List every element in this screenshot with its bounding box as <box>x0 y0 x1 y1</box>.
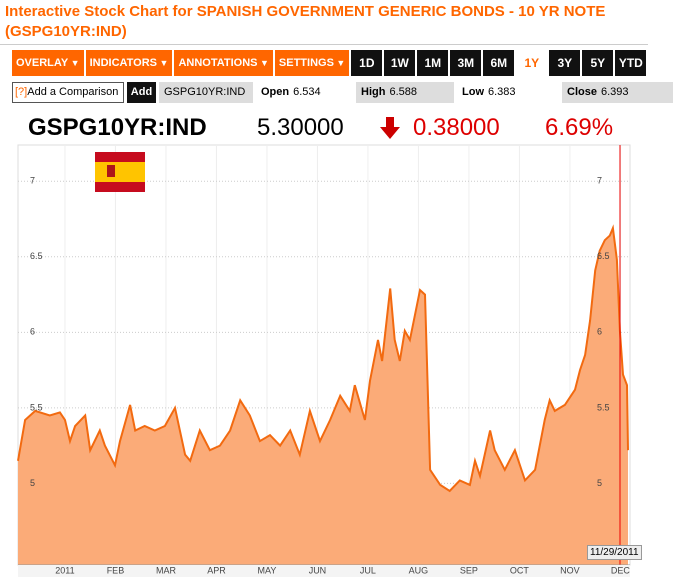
percent: 6.69% <box>545 114 614 141</box>
x-tick-label: MAR <box>156 565 177 575</box>
help[interactable]: [?] <box>15 86 28 98</box>
range-button[interactable]: 1Y <box>516 50 548 76</box>
y-tick-label: 6 <box>597 327 602 337</box>
stat-label: High <box>361 86 386 98</box>
y-tick-label: 6.5 <box>597 251 610 261</box>
menu-button[interactable]: OVERLAY <box>12 50 84 76</box>
stat-value: 6.588 <box>389 86 417 98</box>
stat: Low 6.383 <box>457 82 559 103</box>
x-tick-label: NOV <box>560 565 580 575</box>
divider <box>0 44 648 45</box>
range-button[interactable]: 6M <box>483 50 515 76</box>
menu-button[interactable]: INDICATORS <box>85 50 173 76</box>
y-tick-label: 6 <box>30 327 35 337</box>
y-tick-label: 7 <box>30 176 35 186</box>
cursor-date: 11/29/2011 <box>587 545 642 560</box>
y-tick-label: 6.5 <box>30 251 43 261</box>
x-tick-label: MAY <box>258 565 277 575</box>
stat-label: Open <box>261 86 290 98</box>
ticker: GSPG10YR:IND <box>159 82 253 103</box>
x-tick-label: 2011 <box>55 565 74 575</box>
add-button[interactable]: Add <box>127 82 156 103</box>
x-tick-label: JUN <box>309 565 327 575</box>
down-arrow <box>380 117 400 139</box>
range-button[interactable]: 3Y <box>549 50 581 76</box>
placeholder: Add a Comparison <box>27 86 119 98</box>
y-tick-label: 5 <box>597 478 602 488</box>
range-button[interactable]: 3M <box>450 50 482 76</box>
menu-button[interactable]: ANNOTATIONS <box>174 50 273 76</box>
y-tick-label: 7 <box>597 176 602 186</box>
stat: Close 6.393 <box>562 82 673 103</box>
area <box>18 228 628 565</box>
stat-label: Close <box>567 86 597 98</box>
x-tick-label: OCT <box>510 565 530 575</box>
comparison-input[interactable]: [?]Add a Comparison <box>12 82 124 103</box>
range-button[interactable]: 1W <box>384 50 416 76</box>
stat-value: 6.393 <box>600 86 629 98</box>
stat: High 6.588 <box>356 82 454 103</box>
toolbar: OVERLAYINDICATORSANNOTATIONSSETTINGS1D1W… <box>12 50 647 76</box>
range-button[interactable]: YTD <box>615 50 647 76</box>
x-tick-label: APR <box>207 565 226 575</box>
x-tick-label: DEC <box>611 565 631 575</box>
y-tick-label: 5 <box>30 478 35 488</box>
stat-label: Low <box>462 86 484 98</box>
y-tick-label: 5.5 <box>597 402 610 412</box>
x-tick-label: JUL <box>360 565 376 575</box>
page-title: Interactive Stock Chart for SPANISH GOVE… <box>5 3 606 40</box>
x-tick-label: FEB <box>107 565 125 575</box>
y-tick-label: 5.5 <box>30 402 43 412</box>
range-button[interactable]: 1D <box>351 50 383 76</box>
range-button[interactable]: 5Y <box>582 50 614 76</box>
price: 5.30000 <box>257 114 344 141</box>
quote: GSPG10YR:IND 5.30000 0.38000 6.69% <box>28 112 668 144</box>
line <box>17 224 629 493</box>
info-row: [?]Add a Comparison Add GSPG10YR:IND Ope… <box>12 82 673 103</box>
menu-button[interactable]: SETTINGS <box>274 50 350 76</box>
x-tick-label: AUG <box>409 565 429 575</box>
x-axis-strip <box>18 565 630 577</box>
stat: Open 6.534 <box>256 82 353 103</box>
stat-value: 6.534 <box>293 86 321 98</box>
flag <box>95 152 145 192</box>
ticker: GSPG10YR:IND <box>28 114 207 141</box>
change: 0.38000 <box>413 114 500 141</box>
x-tick-label: SEP <box>460 565 478 575</box>
range-button[interactable]: 1M <box>417 50 449 76</box>
stat-value: 6.383 <box>488 86 516 98</box>
